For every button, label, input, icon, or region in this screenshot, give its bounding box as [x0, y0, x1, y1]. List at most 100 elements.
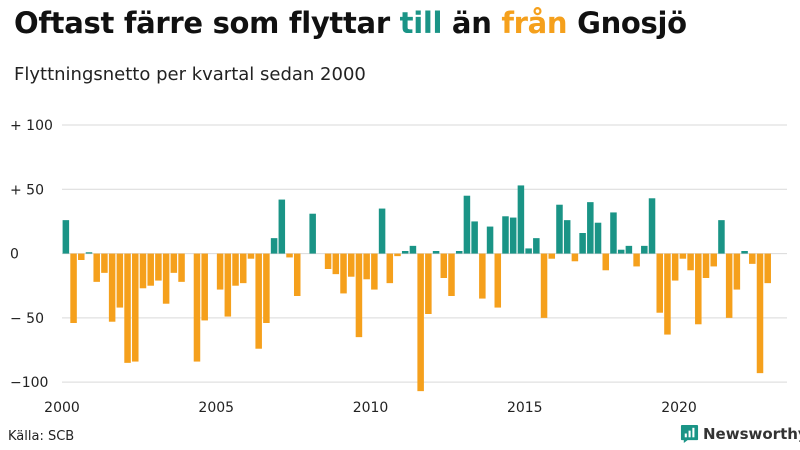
- bar-positive: [641, 245, 648, 254]
- bar-positive: [648, 198, 656, 254]
- bar-negative: [78, 253, 85, 260]
- newsworthy-logo-icon: [680, 424, 699, 443]
- bar-positive: [509, 217, 517, 254]
- bar-positive: [85, 252, 93, 254]
- y-tick-label: − 50: [10, 311, 44, 327]
- bar-positive: [625, 245, 633, 254]
- bar-negative: [656, 253, 663, 313]
- bar-negative: [394, 253, 401, 257]
- title-part-3: Gnosjö: [567, 6, 687, 40]
- bar-positive: [617, 249, 625, 254]
- bar-negative: [702, 253, 710, 278]
- bar-negative: [425, 253, 432, 314]
- bar-positive: [463, 195, 471, 254]
- bar-negative: [193, 253, 201, 362]
- bar-negative: [679, 253, 687, 259]
- bar-negative: [70, 253, 77, 323]
- bar-negative: [178, 253, 185, 282]
- bar-negative: [571, 253, 579, 262]
- bar-negative: [170, 253, 178, 273]
- bar-negative: [286, 253, 293, 258]
- bar-negative: [548, 253, 556, 259]
- bar-negative: [687, 253, 694, 271]
- bar-negative: [162, 253, 170, 304]
- chart-subtitle: Flyttningsnetto per kvartal sedan 2000: [14, 64, 366, 85]
- bar-negative: [764, 253, 771, 284]
- bar-negative: [232, 253, 239, 286]
- source-note: Källa: SCB: [8, 429, 75, 444]
- bar-positive: [533, 238, 540, 254]
- bar-negative: [340, 253, 347, 294]
- bar-negative: [479, 253, 486, 299]
- newsworthy-logo: Newsworthy: [680, 424, 800, 443]
- y-tick-label: −100: [10, 375, 48, 391]
- bar-positive: [270, 238, 278, 254]
- bar-positive: [471, 221, 478, 254]
- bar-negative: [93, 253, 100, 282]
- bar-negative: [371, 253, 378, 290]
- bar-negative: [417, 253, 424, 392]
- bar-negative: [695, 253, 702, 325]
- bar-negative: [293, 253, 301, 296]
- bar-negative: [147, 253, 154, 286]
- newsworthy-logo-text: Newsworthy: [703, 424, 800, 443]
- bar-negative: [347, 253, 355, 277]
- bar-positive: [610, 212, 617, 254]
- bar-positive: [587, 202, 594, 254]
- x-tick-label: 2005: [198, 400, 234, 416]
- bar-positive: [563, 220, 571, 254]
- bar-positive: [556, 204, 563, 254]
- bar-negative: [363, 253, 370, 280]
- bar-positive: [409, 245, 417, 254]
- bar-positive: [517, 185, 525, 254]
- x-tick-label: 2010: [353, 400, 389, 416]
- bar-positive: [455, 251, 463, 254]
- bar-positive: [579, 233, 586, 254]
- bar-negative: [155, 253, 162, 281]
- bar-negative: [440, 253, 448, 278]
- y-tick-label: + 50: [10, 182, 44, 198]
- bar-positive: [309, 213, 316, 254]
- x-tick-label: 2000: [44, 400, 80, 416]
- title-part-2: än: [442, 6, 502, 40]
- x-tick-label: 2015: [507, 400, 543, 416]
- bar-negative: [108, 253, 116, 322]
- chart-title: Oftast färre som flyttar till än från Gn…: [14, 6, 687, 40]
- bar-negative: [725, 253, 733, 318]
- bar-negative: [324, 253, 332, 269]
- bar-negative: [124, 253, 131, 363]
- title-part-1: Oftast färre som flyttar: [14, 6, 400, 40]
- bar-positive: [502, 216, 509, 254]
- bar-negative: [756, 253, 764, 374]
- bar-negative: [733, 253, 741, 290]
- bar-negative: [494, 253, 502, 308]
- bar-negative: [332, 253, 340, 275]
- bar-negative: [139, 253, 147, 289]
- bar-negative: [263, 253, 270, 323]
- y-tick-label: 0: [10, 247, 19, 263]
- bar-negative: [132, 253, 139, 362]
- bar-negative: [101, 253, 108, 273]
- bar-negative: [633, 253, 640, 267]
- title-highlight-fran: från: [501, 6, 568, 40]
- title-highlight-till: till: [399, 6, 443, 40]
- bar-positive: [718, 220, 725, 254]
- bar-negative: [255, 253, 262, 349]
- bar-negative: [216, 253, 224, 290]
- bar-positive: [401, 251, 409, 254]
- bar-positive: [62, 220, 70, 254]
- bar-negative: [386, 253, 394, 284]
- bar-negative: [247, 253, 255, 259]
- bar-negative: [602, 253, 610, 271]
- bar-negative: [239, 253, 247, 284]
- bar-positive: [594, 222, 602, 254]
- bar-negative: [749, 253, 756, 264]
- bar-negative: [671, 253, 679, 281]
- bar-positive: [525, 248, 532, 254]
- bar-negative: [710, 253, 717, 267]
- bar-positive: [278, 199, 286, 254]
- y-tick-label: + 100: [10, 118, 53, 134]
- bar-negative: [540, 253, 548, 318]
- bar-negative: [448, 253, 455, 296]
